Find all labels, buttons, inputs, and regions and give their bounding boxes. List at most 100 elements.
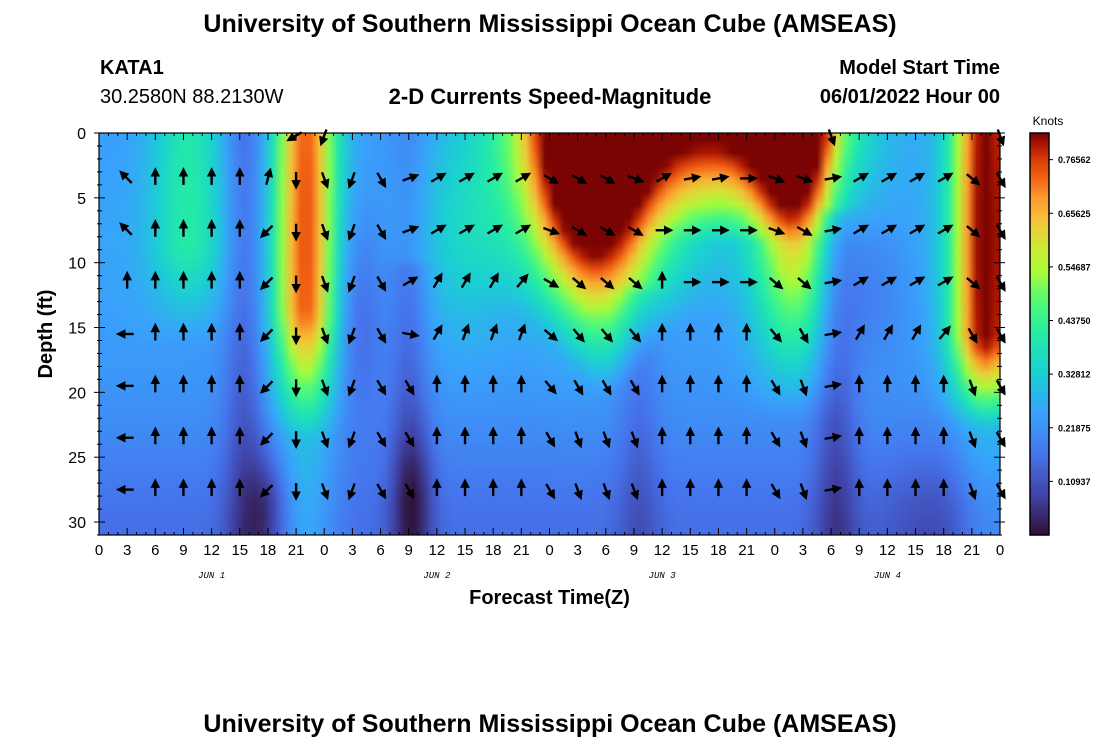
- current-vector: [967, 431, 977, 449]
- current-vector: [573, 431, 583, 449]
- current-vector: [320, 431, 330, 449]
- current-vector: [852, 224, 870, 235]
- current-vector: [768, 277, 784, 290]
- day-label: JUN 3: [649, 571, 677, 581]
- day-label: JUN 2: [423, 571, 451, 581]
- current-vector: [119, 170, 133, 184]
- current-vector: [601, 379, 612, 396]
- current-vector: [824, 380, 843, 391]
- current-vector: [263, 167, 274, 185]
- current-vector: [995, 431, 1006, 448]
- station-id: KATA1: [100, 57, 164, 79]
- current-vector: [628, 328, 642, 343]
- y-tick-label: 15: [68, 321, 86, 338]
- current-vector: [996, 129, 1006, 147]
- current-vector: [347, 327, 357, 345]
- current-vector: [798, 327, 809, 344]
- y-tick-label: 10: [68, 256, 86, 273]
- x-axis-label: Forecast Time(Z): [469, 587, 630, 609]
- current-vector: [515, 172, 532, 183]
- current-vector: [259, 328, 274, 342]
- current-vector: [967, 327, 978, 344]
- current-vector: [966, 173, 981, 186]
- x-tick-label: 12: [654, 542, 671, 559]
- current-vector: [347, 483, 357, 501]
- current-vector: [119, 222, 133, 236]
- current-vector: [259, 276, 274, 291]
- x-tick-label: 18: [485, 542, 502, 559]
- current-vector: [573, 379, 584, 396]
- current-vector: [599, 174, 616, 185]
- current-vector: [824, 173, 843, 183]
- y-tick-label: 30: [68, 515, 86, 532]
- current-vector: [461, 323, 471, 341]
- current-vector: [517, 323, 527, 341]
- current-vector: [937, 276, 954, 287]
- current-vector: [911, 324, 922, 341]
- current-vector: [938, 325, 951, 340]
- x-tick-label: 3: [573, 542, 581, 559]
- current-vector: [320, 275, 330, 293]
- current-vector: [376, 275, 387, 292]
- y-tick-label: 25: [68, 450, 86, 467]
- current-vector: [627, 174, 645, 184]
- x-tick-label: 18: [710, 542, 727, 559]
- current-vector: [571, 277, 587, 290]
- chart-title: University of Southern Mississippi Ocean…: [203, 10, 897, 38]
- current-vector: [967, 379, 977, 397]
- current-vector: [545, 483, 556, 500]
- current-vector: [320, 327, 330, 345]
- current-vector: [796, 174, 814, 184]
- x-tick-label: 3: [799, 542, 807, 559]
- current-vector: [852, 276, 870, 287]
- current-vector: [824, 484, 843, 495]
- colorbar-label: Knots: [1033, 114, 1064, 128]
- current-vector: [768, 174, 786, 184]
- station-coordinates: 30.2580N 88.2130W: [100, 86, 284, 108]
- chart-subtitle: 2-D Currents Speed-Magnitude: [388, 84, 712, 109]
- x-tick-label: 6: [376, 542, 384, 559]
- colorbar-frame: [1029, 132, 1050, 536]
- current-vector: [430, 172, 447, 183]
- current-vector: [402, 225, 420, 235]
- current-vector: [376, 483, 387, 500]
- current-vector: [711, 173, 730, 183]
- current-vector: [995, 379, 1006, 396]
- x-tick-label: 0: [95, 542, 103, 559]
- current-vector: [798, 379, 808, 397]
- current-vector: [545, 431, 556, 448]
- current-vector: [572, 328, 585, 343]
- colorbar-tick-label: 0.21875: [1058, 423, 1091, 433]
- x-tick-label: 18: [935, 542, 952, 559]
- current-vector: [600, 328, 614, 343]
- day-label: JUN 4: [874, 571, 901, 581]
- x-tick-label: 15: [682, 542, 699, 559]
- current-vector: [376, 431, 387, 448]
- current-vector: [320, 379, 330, 397]
- current-vector: [402, 329, 420, 340]
- current-vector: [515, 224, 532, 235]
- current-vector: [909, 276, 926, 287]
- current-vector: [347, 379, 357, 397]
- current-vector: [599, 225, 616, 236]
- current-vector: [655, 172, 672, 183]
- current-vector: [571, 174, 588, 185]
- x-tick-label: 0: [996, 542, 1004, 559]
- current-vector: [937, 224, 954, 235]
- current-vector: [544, 380, 557, 395]
- current-vector: [909, 224, 926, 235]
- current-vector: [320, 483, 330, 501]
- current-vector: [995, 224, 1006, 241]
- current-vector: [486, 224, 503, 235]
- current-vector: [259, 432, 274, 446]
- current-vector: [770, 431, 781, 448]
- current-vector: [458, 224, 475, 235]
- current-vector: [486, 172, 503, 183]
- y-tick-label: 5: [77, 191, 86, 208]
- current-vector: [852, 172, 870, 183]
- x-tick-label: 12: [879, 542, 896, 559]
- x-tick-label: 3: [123, 542, 131, 559]
- current-vector: [798, 431, 808, 449]
- current-vector: [630, 431, 640, 449]
